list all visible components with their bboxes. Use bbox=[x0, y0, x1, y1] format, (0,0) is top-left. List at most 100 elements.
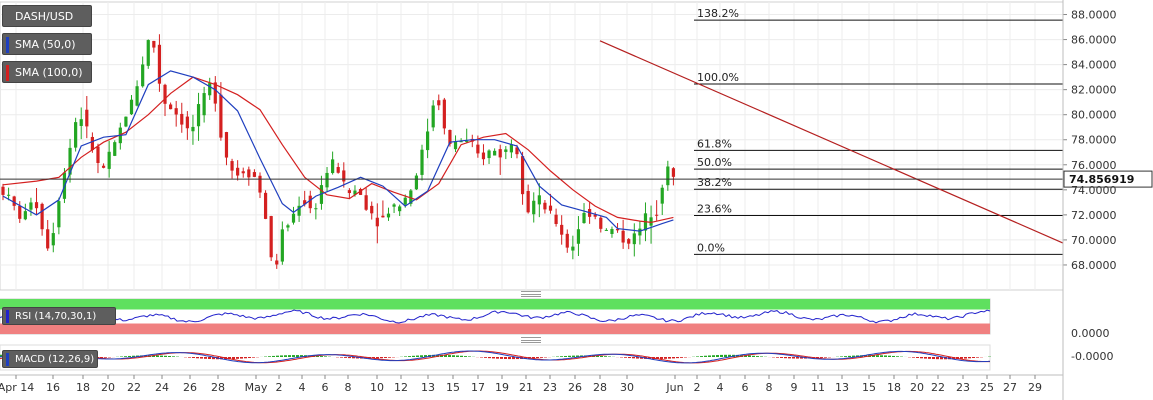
macd-histogram-bar bbox=[124, 356, 127, 357]
x-tick-label: 15 bbox=[862, 381, 876, 394]
candlestick bbox=[671, 167, 676, 186]
sma100-legend[interactable]: SMA (100,0) bbox=[2, 61, 92, 83]
x-tick-label: 21 bbox=[519, 381, 533, 394]
rsi-pane-resize-handle[interactable] bbox=[521, 291, 541, 297]
macd-histogram-bar bbox=[532, 357, 535, 359]
macd-histogram-bar bbox=[296, 355, 299, 357]
macd-histogram-bar bbox=[372, 357, 375, 359]
candle-body bbox=[79, 119, 83, 126]
y-tick-label: 74.0000 bbox=[1071, 184, 1117, 197]
candle-body bbox=[247, 169, 251, 178]
sma100-color-swatch bbox=[6, 65, 9, 81]
candle-body bbox=[632, 233, 636, 245]
candlestick bbox=[263, 190, 268, 220]
macd-histogram-bar bbox=[280, 355, 283, 357]
macd-histogram-bar bbox=[784, 357, 787, 359]
macd-histogram-bar bbox=[636, 357, 639, 359]
macd-histogram-bar bbox=[512, 357, 515, 360]
price-axis[interactable]: 88.0000 86.0000 84.0000 82.0000 80.0000 78.00… bbox=[1062, 0, 1117, 400]
candlestick bbox=[51, 222, 55, 253]
macd-histogram-bar bbox=[780, 357, 783, 358]
macd-histogram-bar bbox=[896, 356, 899, 357]
macd-pane-resize-handle[interactable] bbox=[521, 337, 541, 343]
candlestick bbox=[582, 203, 586, 224]
candlestick bbox=[375, 203, 379, 244]
candle-body bbox=[129, 99, 134, 115]
rsi-oversold-zone bbox=[0, 323, 990, 334]
current-price-tag bbox=[1063, 170, 1153, 188]
fib-level-label: 38.2% bbox=[697, 176, 732, 189]
macd-histogram-bar bbox=[728, 354, 731, 357]
time-axis[interactable]: Apr 14 16 18 20 22 24 26 28 May 2 4 6 8 10 12 13 15 17 19 2… bbox=[0, 374, 1063, 394]
candle-body bbox=[331, 159, 335, 174]
trendline[interactable] bbox=[599, 40, 1064, 244]
sma50-legend[interactable]: SMA (50,0) bbox=[2, 33, 92, 55]
macd-histogram-bar bbox=[204, 357, 207, 359]
macd-histogram-bar bbox=[872, 355, 875, 357]
candle-body bbox=[90, 136, 94, 151]
fib-level-label: 0.0% bbox=[697, 241, 725, 254]
rsi-legend[interactable]: RSI (14,70,30,1) bbox=[2, 307, 116, 325]
x-tick-label: 20 bbox=[910, 381, 924, 394]
macd-histogram-bar bbox=[648, 357, 651, 360]
candlestick bbox=[364, 187, 368, 211]
candle-body bbox=[141, 64, 145, 87]
symbol-label: DASH/USD bbox=[15, 10, 74, 23]
macd-histogram-bar bbox=[288, 355, 291, 357]
candlestick bbox=[414, 173, 419, 191]
candle-body bbox=[493, 150, 497, 156]
candlestick bbox=[230, 158, 234, 179]
x-tick-label: 23 bbox=[543, 381, 557, 394]
candlestick bbox=[202, 86, 206, 123]
macd-legend[interactable]: MACD (12,26,9) bbox=[2, 350, 98, 368]
candle-body bbox=[543, 202, 547, 210]
rsi-label: RSI (14,70,30,1) bbox=[15, 311, 97, 322]
macd-histogram-bar bbox=[600, 355, 603, 357]
macd-histogram-bar bbox=[880, 355, 883, 357]
symbol-legend[interactable]: DASH/USD bbox=[2, 5, 92, 27]
macd-histogram-bar bbox=[776, 357, 779, 358]
candlestick bbox=[113, 140, 117, 157]
candle-body bbox=[392, 204, 396, 207]
candle-body bbox=[303, 200, 307, 205]
macd-histogram-bar bbox=[152, 355, 155, 357]
candle-body bbox=[576, 229, 581, 244]
candle-body bbox=[381, 215, 385, 218]
macd-histogram-bar bbox=[196, 357, 199, 359]
candle-body bbox=[604, 229, 608, 231]
macd-pane: -0.0000 bbox=[0, 344, 1113, 371]
macd-histogram-bar bbox=[576, 355, 579, 357]
candlestick bbox=[236, 160, 240, 181]
macd-histogram-bar bbox=[464, 356, 467, 357]
macd-histogram-bar bbox=[220, 357, 223, 360]
macd-histogram-bar bbox=[912, 357, 915, 358]
macd-histogram-bar bbox=[632, 357, 635, 359]
candlestick bbox=[241, 167, 245, 178]
candlestick bbox=[448, 129, 452, 147]
candlestick bbox=[85, 96, 89, 139]
macd-histogram-bar bbox=[376, 357, 379, 359]
candlestick bbox=[146, 39, 150, 69]
macd-histogram-bar bbox=[928, 357, 931, 359]
price-plot-area bbox=[0, 1, 1064, 291]
candlestick bbox=[252, 169, 257, 178]
macd-line bbox=[0, 350, 991, 364]
macd-histogram-bar bbox=[748, 355, 751, 357]
macd-histogram-bar bbox=[964, 357, 967, 359]
candle-body bbox=[660, 187, 664, 204]
candle-body bbox=[615, 229, 620, 231]
macd-histogram-bar bbox=[744, 355, 747, 357]
candlestick bbox=[124, 116, 128, 128]
macd-histogram-bar bbox=[628, 357, 631, 359]
fib-level-label: 100.0% bbox=[697, 71, 739, 84]
x-tick-label: 8 bbox=[345, 381, 352, 394]
candle-body bbox=[481, 152, 486, 160]
candle-body bbox=[453, 141, 458, 150]
x-tick-label: 12 bbox=[394, 381, 408, 394]
macd-histogram-bar bbox=[380, 357, 383, 359]
macd-histogram-bar bbox=[560, 356, 563, 357]
rsi-color-swatch bbox=[6, 310, 9, 323]
candle-body bbox=[627, 239, 631, 244]
candlestick bbox=[101, 163, 106, 169]
